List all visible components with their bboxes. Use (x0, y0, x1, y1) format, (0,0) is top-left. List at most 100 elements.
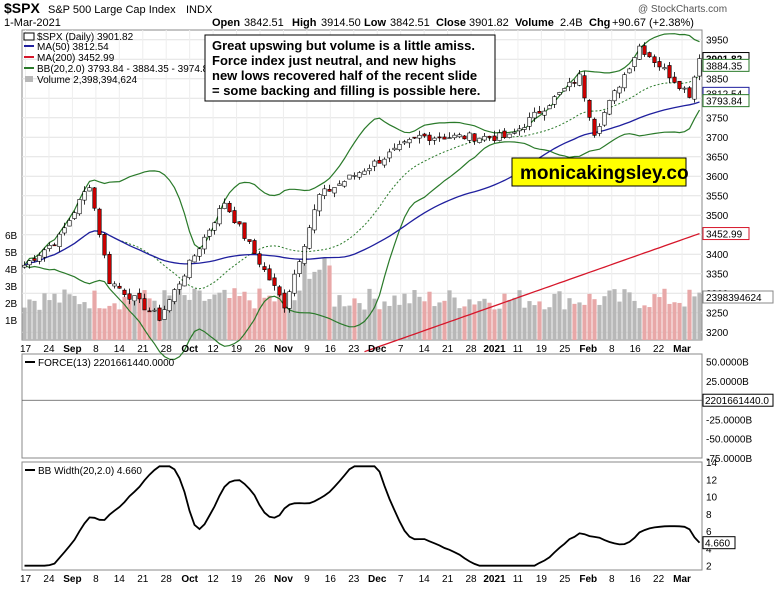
x-tick-bottom-21: 11 (513, 574, 524, 585)
candle-body (357, 172, 362, 178)
candle-body (677, 80, 682, 89)
volume-bar (522, 307, 527, 340)
volume-y-tick-0: 1B (5, 316, 18, 327)
x-tick-bottom-27: 22 (653, 574, 665, 585)
volume-bar (262, 297, 267, 340)
candle-body (522, 127, 527, 130)
bbwidth-panel-frame (21, 461, 703, 571)
x-tick-bottom-28: Mar (673, 574, 691, 585)
price-last-label-1: 3884.35 (706, 61, 743, 72)
x-tick-0: 17 (20, 344, 32, 355)
volume-bar (87, 308, 92, 340)
candle-body (507, 133, 512, 138)
volume-bar (157, 307, 162, 340)
volume-bar (257, 288, 262, 340)
candle-body (437, 136, 442, 139)
x-tick-bottom-18: 21 (442, 574, 454, 585)
volume-bar (382, 301, 387, 340)
volume-bar (302, 264, 307, 340)
high-label: High (292, 17, 317, 29)
volume-bar (457, 308, 462, 340)
candle-body (177, 283, 182, 290)
candle-body (452, 134, 457, 139)
volume-bar (622, 289, 627, 340)
volume-bar (532, 305, 537, 340)
candle-body (342, 181, 347, 187)
volume-bar (287, 298, 292, 340)
candle-body (252, 240, 257, 254)
volume-bar (282, 292, 287, 340)
candle-body (207, 229, 212, 237)
x-tick-bottom-11: Nov (274, 574, 293, 585)
candle-body (142, 298, 147, 311)
price-last-label-box-3 (702, 94, 750, 108)
x-tick-20: 2021 (483, 344, 506, 355)
volume-bar (472, 304, 477, 340)
legend-ma200: MA(200) 3452.99 (37, 53, 115, 64)
ma200-line (364, 232, 700, 353)
candle-body (122, 289, 127, 295)
candle-body (227, 202, 232, 213)
volume-bar (562, 309, 567, 340)
volume-bar (187, 299, 192, 340)
candle-body (667, 65, 672, 79)
volume-bar (27, 299, 32, 340)
candle-body (202, 236, 207, 250)
volume-bar (197, 290, 202, 340)
candle-body (332, 187, 337, 194)
volume-bar (482, 298, 487, 340)
bb-width (24, 465, 701, 567)
bb-lower-line (24, 109, 701, 361)
volume-bar (697, 292, 702, 340)
x-tick-bottom-2: Sep (63, 574, 81, 585)
price-y-tick-10: 3700 (706, 133, 729, 144)
x-tick-15: Dec (368, 344, 387, 355)
candle-body (22, 264, 27, 268)
candle-body (472, 133, 477, 142)
volume-bar (652, 294, 657, 340)
x-tick-26: 16 (630, 344, 642, 355)
volume-bar (677, 302, 682, 340)
volume-bar (567, 298, 572, 340)
candle-body (457, 134, 462, 138)
candle-body (242, 222, 247, 239)
x-tick-bottom-17: 14 (419, 574, 431, 585)
x-tick-bottom-0: 17 (20, 574, 32, 585)
candle-body (562, 88, 567, 92)
force-y-tick-4: -50.0000B (706, 435, 752, 446)
bbw-y-tick-3: 8 (706, 510, 712, 521)
volume-bar (447, 290, 452, 340)
legend-swatch-volume (25, 76, 33, 82)
volume-bar (177, 290, 182, 340)
legend-bb: BB(20,2.0) 3793.84 - 3884.35 - 3974.86 (37, 64, 214, 75)
price-y-tick-11: 3750 (706, 114, 729, 125)
volume-bar (207, 299, 212, 340)
x-tick-bottom-4: 14 (114, 574, 126, 585)
x-tick-13: 16 (325, 344, 337, 355)
x-tick-bottom-20: 2021 (483, 574, 506, 585)
volume-bar (682, 306, 687, 340)
volume-bar (357, 303, 362, 340)
volume-bar (572, 303, 577, 340)
volume-bar (137, 298, 142, 340)
volume-bar (612, 289, 617, 340)
volume-bar (37, 309, 42, 340)
volume-bar (687, 289, 692, 340)
price-y-tick-15: 3950 (706, 36, 729, 47)
volume-bar (412, 290, 417, 340)
candle-body (267, 268, 272, 281)
candle-body (217, 208, 222, 225)
candle-body (42, 249, 47, 258)
x-tick-bottom-26: 16 (630, 574, 642, 585)
force-y-tick-1: 25.0000B (706, 377, 749, 388)
volume-bar (182, 295, 187, 340)
x-tick-3: 8 (93, 344, 99, 355)
candle-body (37, 255, 42, 262)
volume-bar (432, 306, 437, 340)
candle-body (152, 309, 157, 312)
candle-body (397, 143, 402, 151)
x-tick-8: 12 (208, 344, 220, 355)
volume-bar (497, 308, 502, 340)
candle-body (57, 233, 62, 247)
volume-bar (47, 300, 52, 340)
